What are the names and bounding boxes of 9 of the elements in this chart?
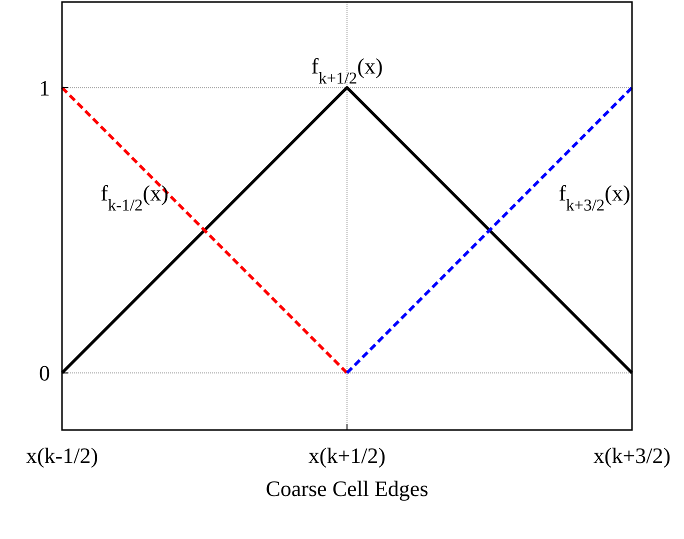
x-tick-label: x(k+1/2) — [308, 443, 386, 468]
series-label: f$_{k-1/2}$(x) — [100, 180, 168, 214]
x-tick-label: x(k-1/2) — [26, 443, 98, 468]
y-tick-label: 1 — [39, 75, 50, 100]
y-tick-label: 0 — [39, 360, 50, 386]
x-tick-label: x(k+3/2) — [593, 443, 671, 468]
series-label: f$_{k+3/2}$(x) — [558, 180, 630, 214]
series-label: f$_{k+1/2}$(x) — [311, 54, 383, 88]
x-axis-title: Coarse Cell Edges — [266, 476, 428, 501]
